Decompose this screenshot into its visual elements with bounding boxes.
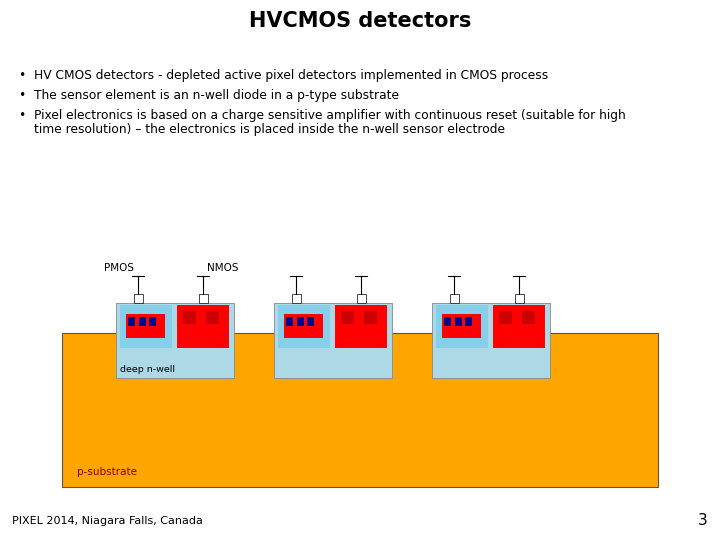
Bar [183, 312, 196, 325]
Text: HV CMOS detectors - depleted active pixel detectors implemented in CMOS process: HV CMOS detectors - depleted active pixe… [34, 69, 548, 82]
Bar [286, 317, 293, 326]
Text: PIXEL 2014, Niagara Falls, Canada: PIXEL 2014, Niagara Falls, Canada [12, 516, 203, 526]
Text: p-substrate: p-substrate [77, 467, 137, 477]
Bar [307, 317, 314, 326]
Bar [128, 317, 135, 326]
Bar [292, 294, 301, 303]
Text: time resolution) – the electronics is placed inside the n-well sensor electrode: time resolution) – the electronics is pl… [34, 123, 505, 136]
Bar [357, 294, 366, 303]
Bar [284, 314, 323, 338]
Bar [436, 305, 488, 348]
Bar [177, 305, 229, 348]
Bar [455, 317, 462, 326]
Bar [450, 294, 459, 303]
Bar [432, 303, 550, 378]
Bar [278, 305, 330, 348]
Bar [493, 305, 545, 348]
Bar [149, 317, 156, 326]
Bar [120, 305, 172, 348]
Bar [134, 294, 143, 303]
Bar [336, 305, 387, 348]
Bar [139, 317, 145, 326]
Bar [364, 312, 377, 325]
Bar [522, 312, 535, 325]
Bar [465, 317, 472, 326]
Text: •: • [18, 109, 25, 122]
Text: •: • [18, 89, 25, 102]
Bar [274, 303, 392, 378]
Bar [126, 314, 165, 338]
Text: PMOS: PMOS [104, 263, 134, 273]
Bar [116, 303, 234, 378]
Bar [199, 294, 208, 303]
Text: 3: 3 [698, 513, 708, 528]
Text: NMOS: NMOS [207, 263, 239, 273]
Text: HVCMOS detectors: HVCMOS detectors [249, 11, 471, 31]
Text: Pixel electronics is based on a charge sensitive amplifier with continuous reset: Pixel electronics is based on a charge s… [34, 109, 626, 122]
Text: •: • [18, 69, 25, 82]
Bar [206, 312, 219, 325]
Bar [341, 312, 354, 325]
Text: deep n-well: deep n-well [120, 365, 175, 374]
Bar [442, 314, 481, 338]
Bar [62, 333, 658, 487]
Bar [444, 317, 451, 326]
Bar [515, 294, 524, 303]
Text: The sensor element is an n-well diode in a p-type substrate: The sensor element is an n-well diode in… [34, 89, 399, 102]
Bar [297, 317, 304, 326]
Bar [498, 312, 511, 325]
